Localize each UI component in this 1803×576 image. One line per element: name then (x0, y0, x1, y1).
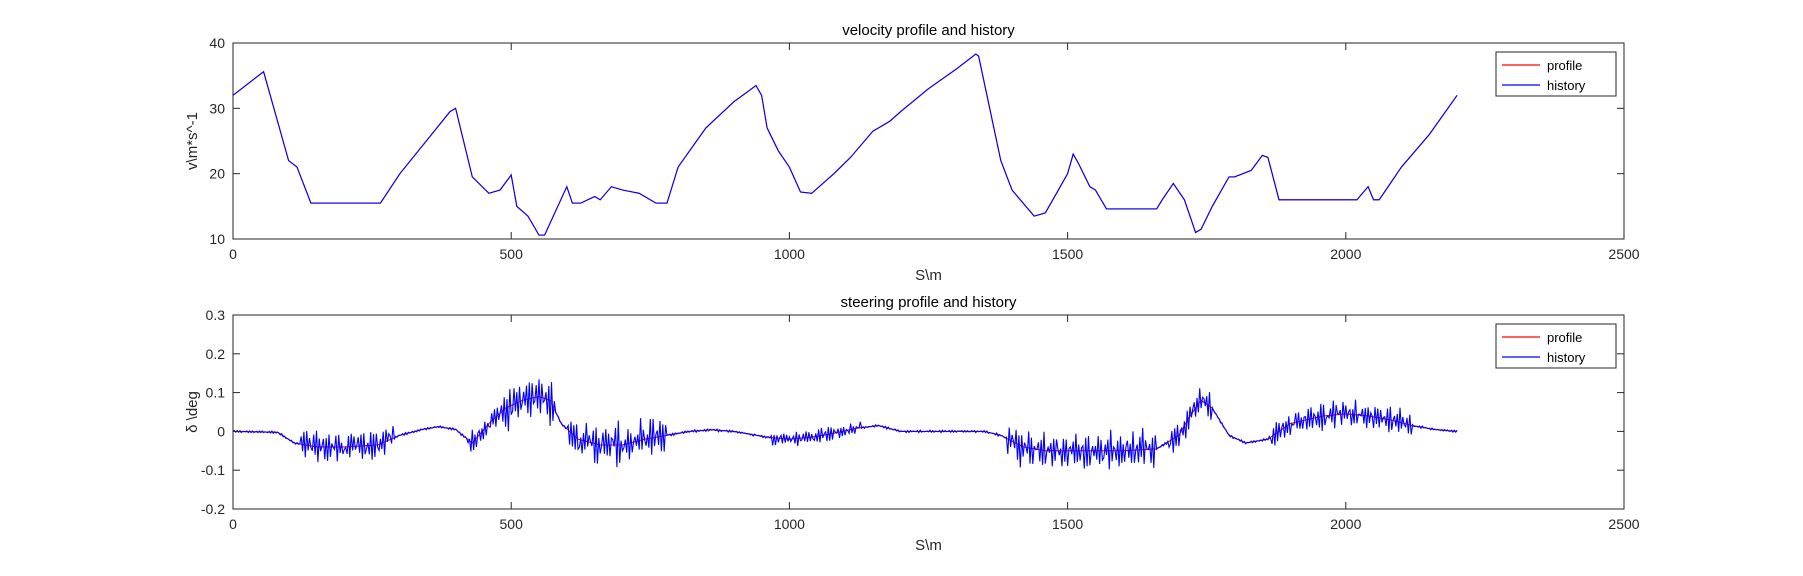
x-tick-label: 1000 (774, 516, 805, 532)
legend: profile history (1495, 323, 1617, 369)
x-tick-label: 0 (229, 516, 237, 532)
legend-entry-history: history (1547, 350, 1586, 365)
y-tick-label: 20 (209, 166, 225, 182)
axes-frame (232, 314, 1625, 510)
legend-box (1495, 51, 1617, 97)
y-tick-label: 10 (209, 231, 225, 247)
velocity-panel: 0 500 1000 1500 2000 2500 10 20 30 40 velocity pro… (184, 22, 1640, 284)
x-tick-label: 500 (500, 246, 524, 262)
plot-area (233, 43, 1624, 239)
y-tick-label: -0.1 (201, 462, 225, 478)
x-tick-label: 2000 (1330, 246, 1361, 262)
x-tick-label: 500 (500, 516, 524, 532)
x-axis-label: S\m (915, 267, 942, 284)
x-tick-label: 2000 (1330, 516, 1361, 532)
chart-title: steering profile and history (841, 294, 1017, 311)
y-tick-label: 30 (209, 100, 225, 116)
chart-title: velocity profile and history (842, 22, 1015, 39)
legend: profile history (1495, 51, 1617, 97)
legend-entry-history: history (1547, 78, 1586, 93)
x-tick-label: 2500 (1608, 516, 1639, 532)
x-tick-label: 1500 (1052, 246, 1083, 262)
legend-entry-profile: profile (1547, 330, 1582, 345)
x-axis-label: S\m (915, 537, 942, 554)
axes-frame (232, 42, 1625, 240)
y-tick-label: -0.2 (201, 501, 225, 517)
y-axis-label: v\m*s^-1 (184, 112, 201, 170)
y-tick-label: 0.3 (206, 307, 226, 323)
plot-area (233, 315, 1624, 509)
y-tick-label: 0.2 (206, 346, 226, 362)
legend-entry-profile: profile (1547, 58, 1582, 73)
x-tick-label: 2500 (1608, 246, 1639, 262)
y-tick-label: 40 (209, 35, 225, 51)
y-tick-label: 0 (217, 423, 225, 439)
x-tick-label: 1500 (1052, 516, 1083, 532)
y-tick-label: 0.1 (206, 385, 226, 401)
x-tick-label: 0 (229, 246, 237, 262)
y-axis-label: δ \deg (184, 391, 201, 433)
series-line-history (233, 379, 1458, 470)
legend-box (1495, 323, 1617, 369)
x-tick-label: 1000 (774, 246, 805, 262)
steering-panel: 0 500 1000 1500 2000 2500 -0.2 -0.1 0 0.1 0.2 0.3 st… (184, 294, 1640, 554)
series-line-history (233, 53, 1458, 236)
